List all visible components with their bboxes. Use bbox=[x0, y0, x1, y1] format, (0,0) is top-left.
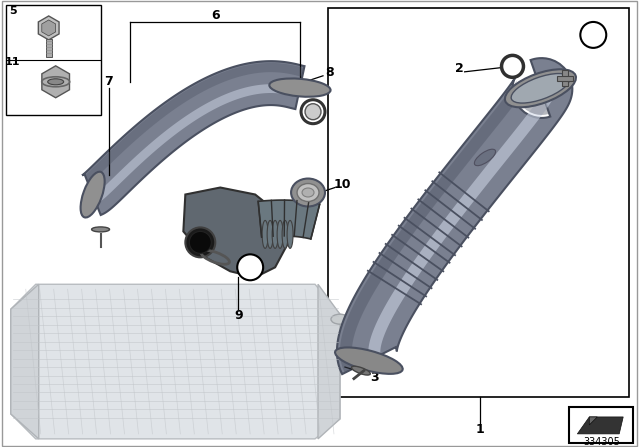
Bar bbox=[328, 8, 629, 397]
Polygon shape bbox=[82, 61, 305, 215]
Text: 5: 5 bbox=[9, 6, 17, 16]
Ellipse shape bbox=[297, 184, 319, 202]
Ellipse shape bbox=[305, 104, 321, 120]
Polygon shape bbox=[11, 284, 39, 439]
Ellipse shape bbox=[189, 232, 211, 254]
Polygon shape bbox=[11, 284, 340, 439]
Text: 5: 5 bbox=[589, 30, 597, 40]
Ellipse shape bbox=[331, 314, 349, 324]
Polygon shape bbox=[337, 58, 572, 374]
Text: 2: 2 bbox=[455, 62, 464, 75]
Ellipse shape bbox=[282, 220, 288, 248]
Circle shape bbox=[237, 254, 263, 280]
Bar bbox=[45, 39, 52, 57]
Ellipse shape bbox=[262, 220, 268, 248]
Bar bbox=[570, 407, 633, 443]
Ellipse shape bbox=[277, 220, 283, 248]
Polygon shape bbox=[38, 16, 59, 40]
Ellipse shape bbox=[291, 179, 325, 207]
Ellipse shape bbox=[186, 228, 215, 257]
Ellipse shape bbox=[267, 220, 273, 248]
Text: 7: 7 bbox=[104, 75, 113, 88]
Text: 9: 9 bbox=[234, 309, 243, 322]
Text: 11: 11 bbox=[243, 263, 258, 272]
Polygon shape bbox=[589, 417, 597, 425]
Ellipse shape bbox=[92, 227, 109, 232]
Polygon shape bbox=[318, 284, 340, 439]
Polygon shape bbox=[183, 188, 290, 277]
Polygon shape bbox=[83, 63, 304, 185]
Ellipse shape bbox=[511, 73, 570, 103]
Text: 3: 3 bbox=[371, 370, 379, 383]
Polygon shape bbox=[42, 66, 70, 98]
Polygon shape bbox=[577, 417, 623, 434]
Text: 1: 1 bbox=[476, 423, 484, 436]
Bar bbox=[563, 70, 568, 86]
Ellipse shape bbox=[505, 69, 576, 108]
Ellipse shape bbox=[335, 348, 403, 374]
Ellipse shape bbox=[287, 220, 293, 248]
Text: 11: 11 bbox=[5, 57, 20, 67]
Ellipse shape bbox=[272, 220, 278, 248]
Ellipse shape bbox=[474, 149, 495, 166]
Ellipse shape bbox=[351, 366, 371, 375]
Text: 334305: 334305 bbox=[583, 437, 620, 447]
Bar bbox=[557, 76, 573, 82]
Text: 6: 6 bbox=[211, 9, 220, 22]
Ellipse shape bbox=[302, 188, 314, 197]
Ellipse shape bbox=[81, 172, 105, 218]
Ellipse shape bbox=[269, 78, 330, 97]
Polygon shape bbox=[258, 200, 320, 239]
Polygon shape bbox=[93, 84, 300, 204]
Text: 10: 10 bbox=[333, 178, 351, 191]
Ellipse shape bbox=[48, 79, 63, 85]
Polygon shape bbox=[340, 80, 549, 373]
Polygon shape bbox=[42, 20, 56, 36]
Polygon shape bbox=[369, 74, 556, 360]
Text: 8: 8 bbox=[326, 66, 334, 79]
Bar bbox=[6, 5, 100, 115]
Text: 4: 4 bbox=[543, 71, 552, 84]
Circle shape bbox=[580, 22, 606, 48]
